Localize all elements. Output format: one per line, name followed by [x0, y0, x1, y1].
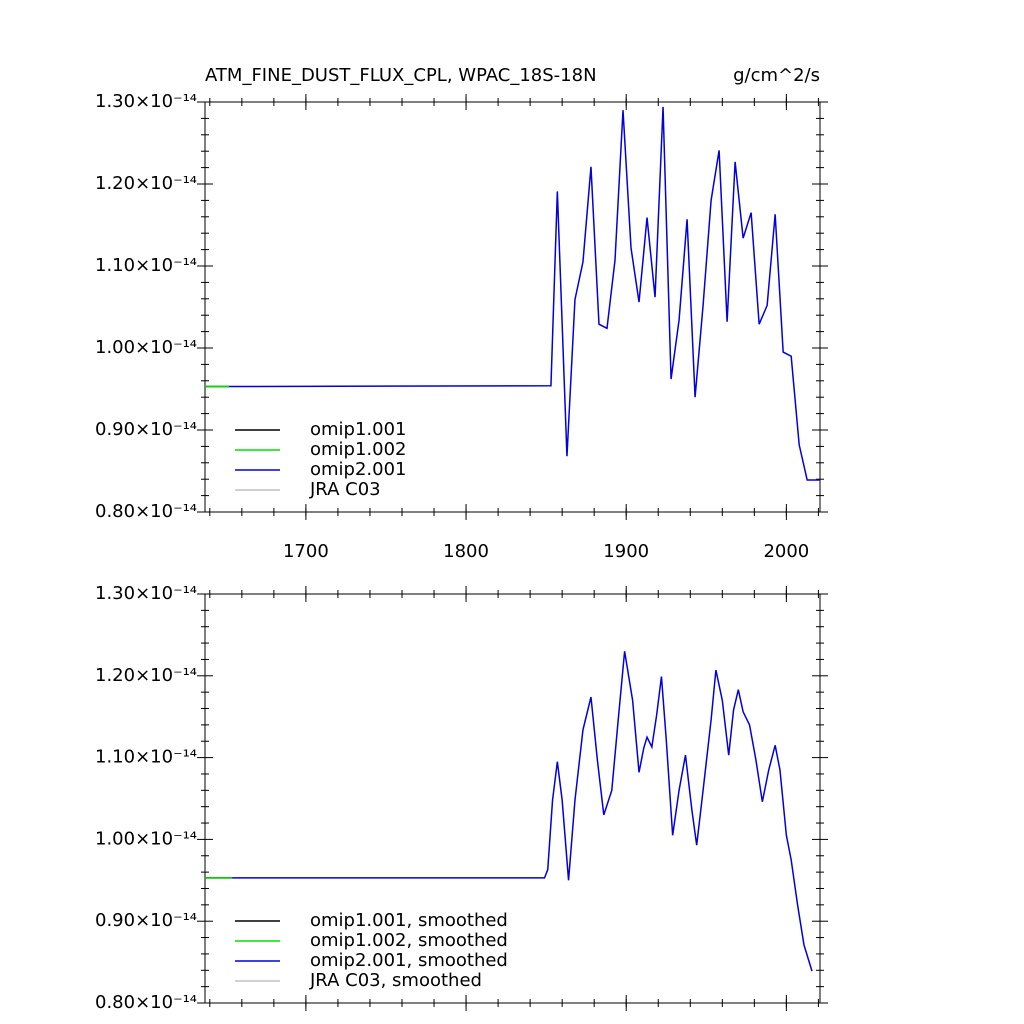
legend-label: JRA C03	[309, 479, 381, 500]
plot-frame	[204, 593, 821, 1004]
y-tick-label: 1.20×10⁻¹⁴	[95, 665, 197, 686]
y-tick-label: 0.80×10⁻¹⁴	[95, 501, 197, 522]
x-tick-label: 1800	[443, 541, 489, 562]
x-tick-label: 2000	[763, 541, 809, 562]
y-tick-label: 1.00×10⁻¹⁴	[95, 828, 197, 849]
series-line	[232, 651, 813, 972]
y-tick-label: 0.80×10⁻¹⁴	[95, 992, 197, 1013]
series-line	[229, 106, 820, 481]
legend-label: omip1.002	[310, 439, 407, 460]
y-tick-label: 1.30×10⁻¹⁴	[95, 583, 197, 604]
legend-label: omip2.001, smoothed	[310, 950, 508, 971]
y-tick-label: 1.00×10⁻¹⁴	[95, 337, 197, 358]
y-tick-label: 1.10×10⁻¹⁴	[95, 255, 197, 276]
y-tick-label: 1.30×10⁻¹⁴	[95, 91, 197, 112]
y-tick-label: 0.90×10⁻¹⁴	[95, 419, 197, 440]
legend-label: omip1.001	[310, 419, 407, 440]
x-tick-label: 1900	[603, 541, 649, 562]
y-tick-label: 0.90×10⁻¹⁴	[95, 910, 197, 931]
legend-label: omip2.001	[310, 459, 407, 480]
plot-frame	[204, 101, 821, 513]
units-label: g/cm^2/s	[733, 65, 820, 86]
legend-label: JRA C03, smoothed	[309, 970, 482, 991]
legend-label: omip1.002, smoothed	[310, 930, 508, 951]
y-tick-label: 1.20×10⁻¹⁴	[95, 173, 197, 194]
legend-label: omip1.001, smoothed	[310, 910, 508, 931]
chart-title: ATM_FINE_DUST_FLUX_CPL, WPAC_18S-18N	[205, 65, 597, 86]
x-tick-label: 1700	[283, 541, 329, 562]
y-tick-label: 1.10×10⁻¹⁴	[95, 747, 197, 768]
